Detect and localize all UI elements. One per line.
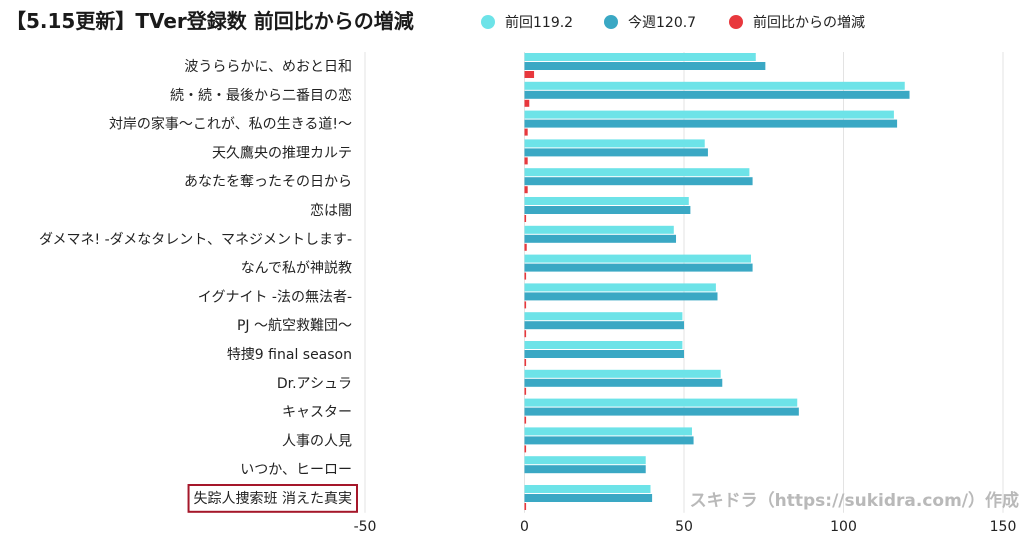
bar-current <box>524 177 753 186</box>
category-label: 特捜9 final season <box>227 347 352 363</box>
category-label: なんで私が神説教 <box>241 261 352 277</box>
bar-previous <box>524 197 689 205</box>
legend: 前回119.2 今週120.7 前回比からの増減 <box>481 14 865 31</box>
bar-current <box>524 436 694 445</box>
category-label: イグナイト -法の無法者- <box>198 289 352 305</box>
bar-change <box>524 416 527 424</box>
bar-current <box>524 62 766 70</box>
bar-change <box>524 71 535 78</box>
bar-change <box>524 215 527 222</box>
bar-change <box>524 157 528 165</box>
bar-previous <box>524 110 894 119</box>
bar-change <box>524 186 528 194</box>
bar-previous <box>524 53 756 61</box>
bars <box>524 53 910 510</box>
bar-current <box>524 465 646 474</box>
bar-previous <box>524 485 651 493</box>
bar-change <box>524 359 527 366</box>
bar-current <box>524 494 653 502</box>
bar-change <box>524 272 527 280</box>
category-label: キャスター <box>282 405 352 421</box>
legend-marker-previous <box>481 15 495 29</box>
bar-change <box>524 128 528 136</box>
bar-previous <box>524 283 716 292</box>
bar-previous <box>524 427 692 436</box>
bar-previous <box>524 254 751 263</box>
category-label: PJ ～航空救難団～ <box>237 318 352 334</box>
bar-change <box>524 301 527 309</box>
bar-change <box>524 330 527 338</box>
x-tick-label: 100 <box>830 519 857 535</box>
bar-previous <box>524 81 905 90</box>
highlight-box <box>187 484 358 513</box>
x-axis-ticks: -50 0 50 100 150 <box>354 519 1017 535</box>
category-label: あなたを奪ったその日から <box>184 173 352 190</box>
bar-change <box>524 99 530 107</box>
legend-label-previous: 前回119.2 <box>505 14 573 31</box>
bar-current <box>524 206 691 214</box>
bar-change <box>524 243 527 251</box>
bar-previous <box>524 139 705 148</box>
bar-previous <box>524 225 674 234</box>
bar-current <box>524 292 718 301</box>
category-label: ダメマネ! -ダメなタレント、マネジメントします- <box>39 232 352 248</box>
legend-label-current: 今週120.7 <box>628 15 696 31</box>
category-label: 続・続・最後から二番目の恋 <box>170 87 352 104</box>
bar-previous <box>524 456 646 465</box>
bar-change <box>524 503 527 510</box>
bar-change <box>524 387 527 395</box>
bar-current <box>524 119 898 128</box>
legend-marker-change <box>729 15 743 29</box>
category-label: 波うららかに、めおと日和 <box>184 59 352 75</box>
bar-current <box>524 263 753 272</box>
x-tick-label: 0 <box>520 519 529 535</box>
bar-current <box>524 90 910 99</box>
bar-previous <box>524 312 683 321</box>
x-tick-label: 50 <box>675 519 693 535</box>
category-label: Dr.アシュラ <box>277 376 352 392</box>
category-label: 人事の人見 <box>282 433 352 449</box>
bar-previous <box>524 168 750 177</box>
x-tick-label: -50 <box>354 519 377 535</box>
bar-change <box>524 445 527 453</box>
bar-current <box>524 234 677 243</box>
chart-title: 【5.15更新】TVer登録数 前回比からの増減 <box>6 9 414 33</box>
x-tick-label: 150 <box>990 519 1017 535</box>
legend-marker-current <box>604 15 618 29</box>
category-label: 恋は闇 <box>310 202 352 219</box>
category-label: 天久鷹央の推理カルテ <box>212 145 352 161</box>
category-label: 対岸の家事～これが、私の生きる道!～ <box>109 116 352 133</box>
category-label: 失踪人捜索班 消えた真実 <box>194 490 352 507</box>
bar-previous <box>524 341 683 349</box>
bar-current <box>524 321 684 330</box>
category-label: いつか、ヒーロー <box>240 462 352 478</box>
bar-previous <box>524 369 721 378</box>
bar-current <box>524 148 708 157</box>
category-labels: 波うららかに、めおと日和続・続・最後から二番目の恋対岸の家事～これが、私の生きる… <box>39 59 358 513</box>
bar-current <box>524 350 684 358</box>
legend-label-change: 前回比からの増減 <box>753 14 865 31</box>
bar-previous <box>524 398 798 407</box>
bar-current <box>524 407 799 416</box>
bar-current <box>524 378 723 387</box>
watermark: スキドラ（https://sukidra.com/）作成 <box>690 490 1019 511</box>
